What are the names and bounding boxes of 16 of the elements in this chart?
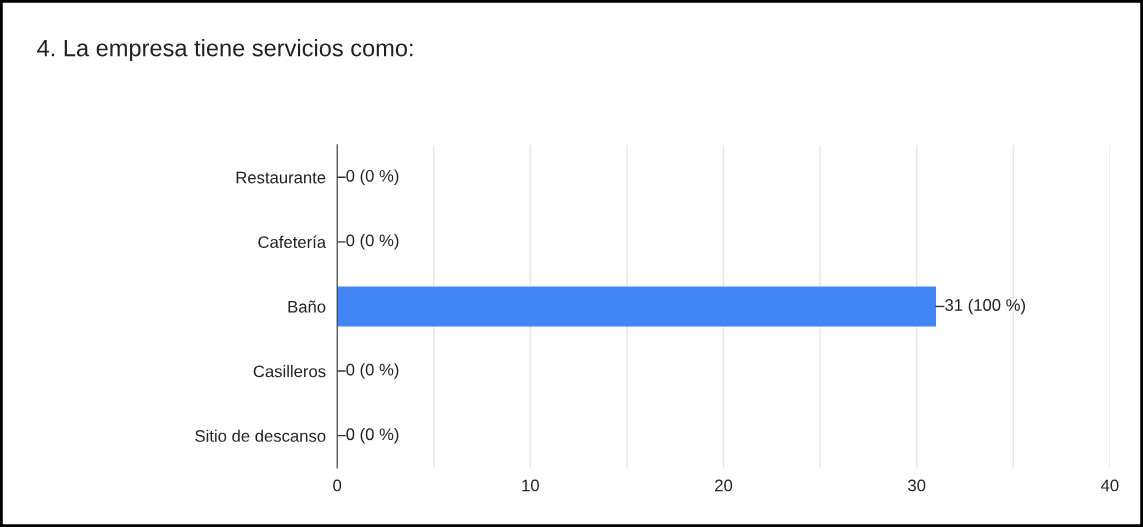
y-tick-label: Restaurante [236, 171, 326, 184]
y-tick-label: Casilleros [253, 365, 326, 378]
data-label: 0 (0 %) [346, 427, 399, 444]
chart-title: 4. La empresa tiene servicios como: [37, 39, 413, 62]
data-label: 0 (0 %) [346, 169, 399, 185]
data-label: 0 (0 %) [346, 234, 399, 250]
data-label: 0 (0 %) [346, 363, 399, 379]
x-tick-label: 10 [522, 479, 539, 492]
y-tick-label: Cafetería [258, 235, 327, 249]
x-tick-label: 30 [908, 479, 926, 492]
x-tick-label: 0 [333, 479, 342, 492]
data-label: 31 (100 %) [945, 298, 1025, 315]
y-tick-label: Sitio de descanso [195, 429, 326, 442]
x-tick-label: 20 [715, 479, 733, 492]
x-tick-label: 40 [1100, 479, 1119, 492]
y-tick-label: Baño [288, 300, 326, 313]
